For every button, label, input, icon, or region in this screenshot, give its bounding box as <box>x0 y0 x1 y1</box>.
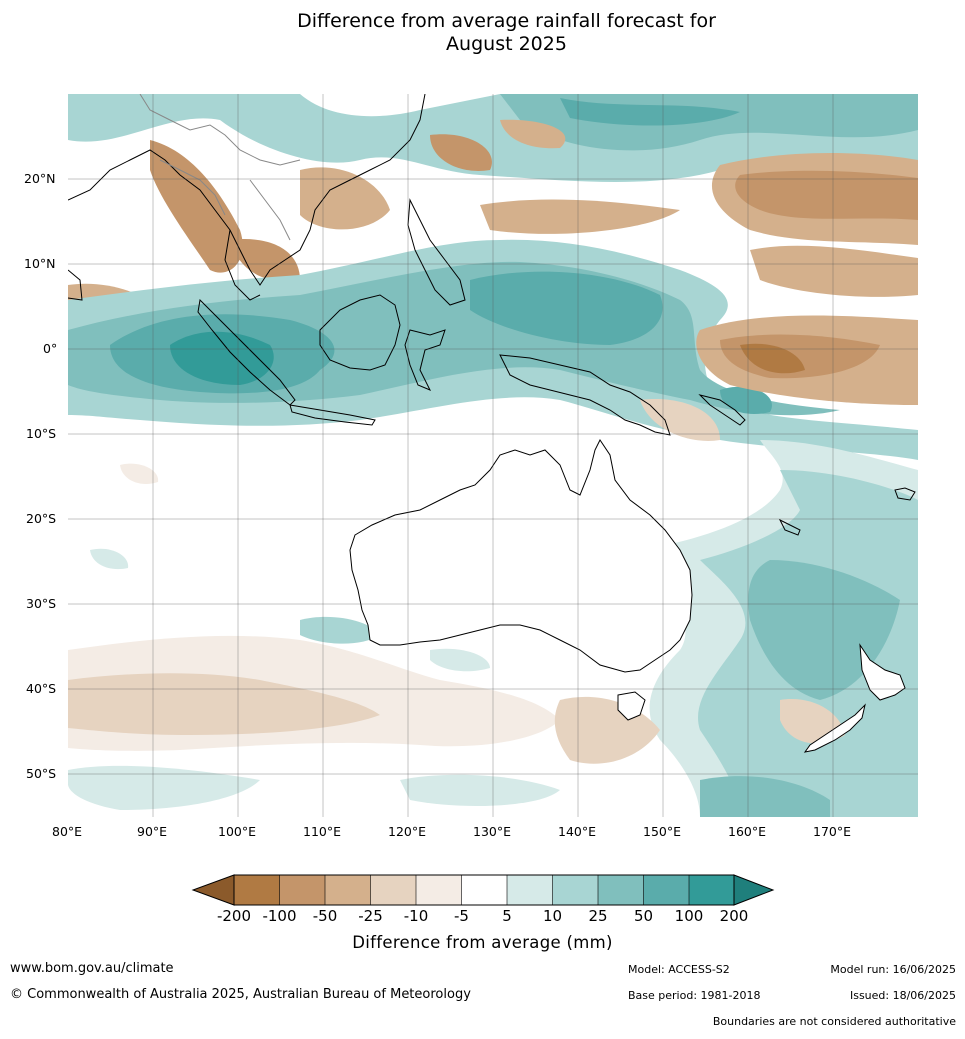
colorbar-tick: 10 <box>542 907 563 925</box>
title-line-1: Difference from average rainfall forecas… <box>297 10 716 32</box>
colorbar-tick: 5 <box>502 907 512 925</box>
new-zealand-north <box>859 643 906 701</box>
colorbar-swatch <box>461 875 507 905</box>
java-outline <box>289 404 376 426</box>
tasmania-outline <box>617 691 646 721</box>
colorbar-swatch <box>234 875 280 905</box>
asia-coastline <box>68 94 426 286</box>
lon-label: 130°E <box>473 824 512 839</box>
sri-lanka-outline <box>68 269 83 301</box>
fiji-outline <box>894 487 916 501</box>
country-boundaries <box>139 94 301 166</box>
website-link[interactable]: www.bom.gov.au/climate <box>10 961 174 976</box>
copyright-text: © Commonwealth of Australia 2025, Austra… <box>10 987 471 1002</box>
colorbar-title: Difference from average (mm) <box>352 933 613 952</box>
lat-label: 10°S <box>26 426 57 441</box>
lon-label: 110°E <box>303 824 342 839</box>
colorbar-swatch <box>325 875 371 905</box>
lat-label: 50°S <box>26 766 57 781</box>
sulawesi-outline <box>404 329 446 391</box>
colorbar-tick: 25 <box>588 907 608 925</box>
new-caledonia-outline <box>778 518 801 536</box>
new-guinea-outline <box>499 354 671 436</box>
colorbar-tick: -100 <box>262 907 297 925</box>
colorbar-swatch <box>598 875 644 905</box>
map-title: Difference from average rainfall forecas… <box>0 10 965 56</box>
base-period-text: Base period: 1981-2018 <box>628 989 761 1002</box>
colorbar-swatch <box>507 875 553 905</box>
colorbar-tick: 100 <box>674 907 704 925</box>
model-text: Model: ACCESS-S2 <box>628 963 730 976</box>
lat-label: 20°S <box>26 511 57 526</box>
lon-label: 150°E <box>643 824 682 839</box>
model-run-text: Model run: 16/06/2025 <box>830 963 956 976</box>
anomaly-fields <box>68 94 918 817</box>
new-zealand-south <box>803 703 866 753</box>
colorbar <box>191 874 775 906</box>
colorbar-tick: 200 <box>719 907 749 925</box>
disclaimer-text: Boundaries are not considered authoritat… <box>712 1015 956 1028</box>
field-max-wet <box>170 331 274 385</box>
lat-label: 10°N <box>24 256 56 271</box>
colorbar-tick: -10 <box>403 907 429 925</box>
colorbar-swatch <box>279 875 325 905</box>
colorbar-swatch <box>552 875 598 905</box>
lat-label: 30°S <box>26 596 57 611</box>
borneo-outline <box>319 294 401 371</box>
colorbar-tick: -5 <box>454 907 469 925</box>
colorbar-tick: -50 <box>312 907 338 925</box>
colorbar-swatch <box>370 875 416 905</box>
australia-outline <box>349 439 693 673</box>
lon-label: 100°E <box>218 824 257 839</box>
lon-label: 120°E <box>388 824 427 839</box>
colorbar-tick: 50 <box>633 907 654 925</box>
colorbar-min-extension <box>191 874 235 906</box>
colorbar-swatch <box>416 875 462 905</box>
lat-label: 40°S <box>26 681 57 696</box>
solomon-islands-outline <box>698 394 746 426</box>
lon-label: 170°E <box>813 824 852 839</box>
field-brown-indochina <box>150 140 243 273</box>
issued-text: Issued: 18/06/2025 <box>849 989 956 1002</box>
colorbar-tick: -200 <box>216 907 252 925</box>
lon-label: 90°E <box>137 824 168 839</box>
lon-label: 80°E <box>52 824 83 839</box>
graticule <box>68 94 918 817</box>
lon-label: 140°E <box>558 824 597 839</box>
colorbar-swatch <box>689 875 734 905</box>
lat-label: 20°N <box>24 171 56 186</box>
philippines-outline <box>407 198 466 306</box>
lon-label: 160°E <box>728 824 767 839</box>
lat-label: 0° <box>43 341 58 356</box>
title-line-2: August 2025 <box>446 33 567 55</box>
colorbar-tick: -25 <box>358 907 383 925</box>
colorbar-max-extension <box>733 874 775 906</box>
colorbar-swatch <box>643 875 689 905</box>
